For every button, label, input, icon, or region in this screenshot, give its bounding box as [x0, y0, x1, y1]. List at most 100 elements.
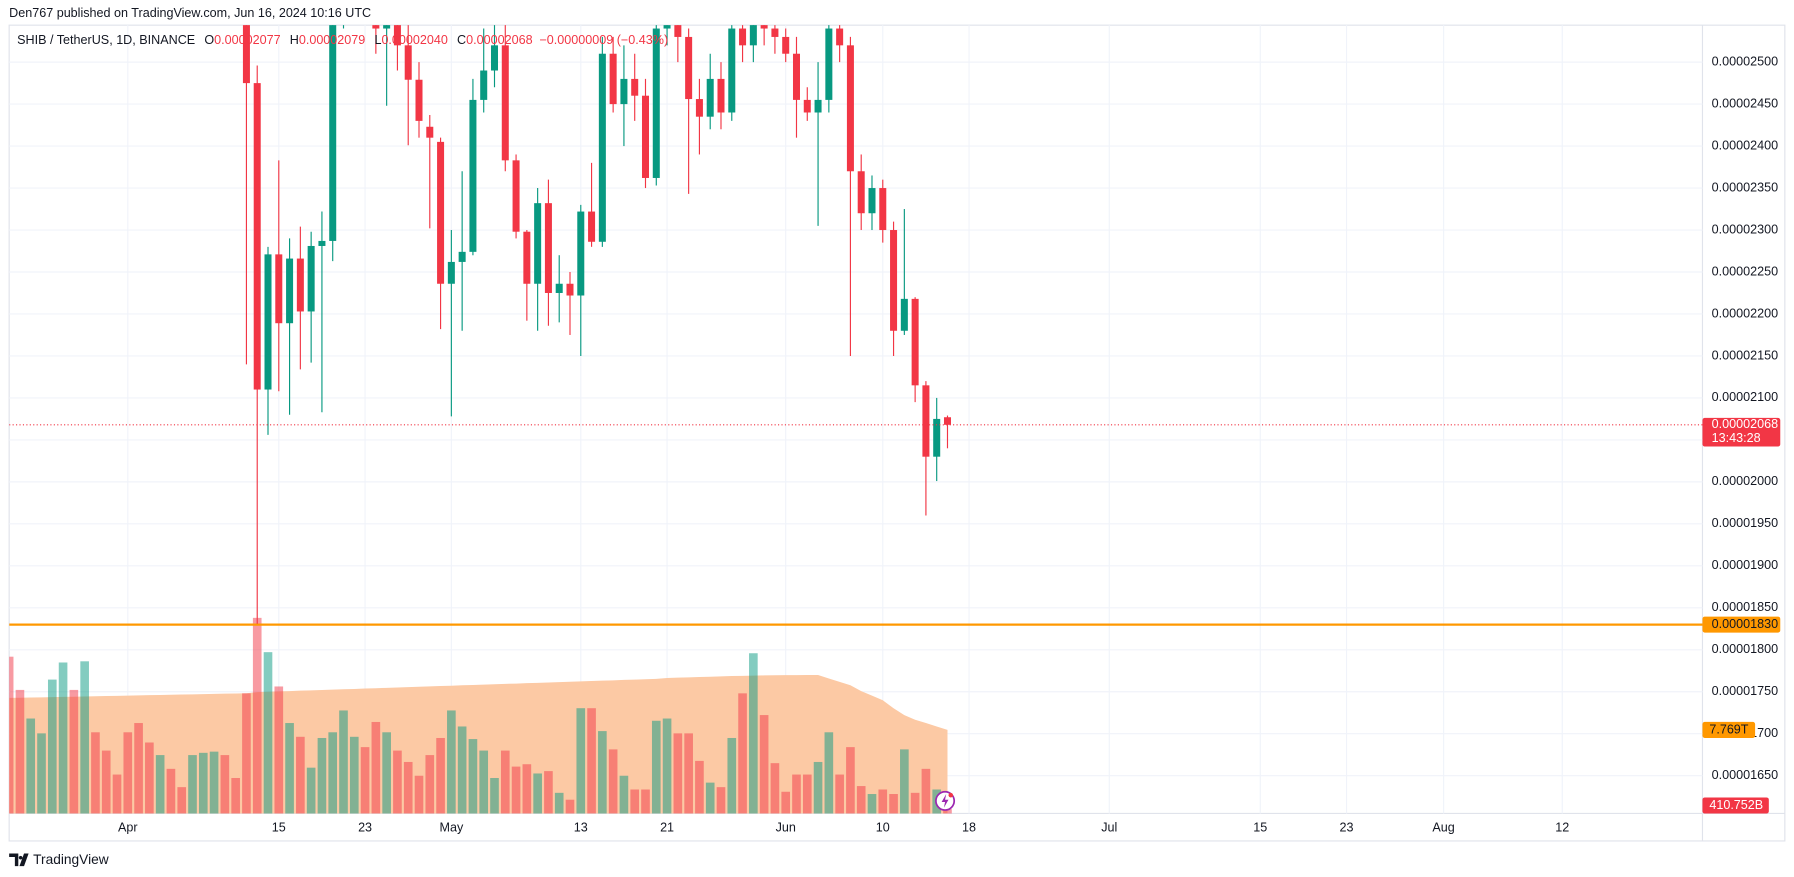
- candle-body: [825, 28, 833, 100]
- volume-bar: [608, 749, 618, 814]
- publish-header: Den767 published on TradingView.com, Jun…: [9, 6, 371, 20]
- x-tick-label: 23: [358, 821, 372, 835]
- volume-bar: [317, 737, 327, 814]
- volume-bar: [802, 774, 812, 814]
- volume-bar: [490, 777, 499, 814]
- volume-bar: [166, 768, 176, 814]
- x-tick-label: Jun: [776, 821, 796, 835]
- volume-bar: [565, 799, 575, 814]
- candle-body: [760, 25, 768, 29]
- volume-bar: [500, 750, 510, 814]
- volume-bar: [824, 732, 834, 814]
- volume-bar: [9, 656, 14, 814]
- candle-body: [523, 231, 531, 284]
- volume-bar: [576, 708, 586, 814]
- volume-bar: [306, 767, 316, 814]
- axes: 0.00002500 0.00002450 0.00002400 0.00002350…: [118, 54, 1781, 835]
- candle-body: [490, 45, 499, 71]
- candle-body: [685, 36, 693, 100]
- x-tick-label: 23: [1340, 821, 1354, 835]
- x-tick-label: 13: [574, 821, 588, 835]
- volume-bar: [26, 718, 36, 814]
- candle-body: [749, 25, 757, 46]
- volume-bar: [382, 732, 391, 814]
- volume-bar: [155, 755, 165, 814]
- volume-bar: [220, 755, 230, 814]
- x-tick-label: Aug: [1432, 821, 1454, 835]
- volume-bar: [468, 739, 478, 814]
- candle-body: [900, 298, 908, 331]
- candle-body: [641, 95, 650, 178]
- candle-body: [631, 78, 639, 96]
- y-tick-label: 0.00001750: [1712, 684, 1778, 698]
- volume-bar: [403, 761, 413, 814]
- volume-bar: [414, 775, 424, 814]
- legend-change: −0.00000009 (−0.43%): [539, 34, 668, 48]
- candle-body: [253, 83, 261, 390]
- legend: SHIB / TetherUS, 1D, BINANCE O0.00002077 H…: [17, 34, 668, 48]
- volume-bar: [878, 789, 888, 814]
- volume-bar: [727, 737, 737, 814]
- volume-bar: [511, 766, 521, 814]
- volume-bar: [792, 774, 801, 814]
- volume-bar: [15, 689, 25, 814]
- logo-mark: [9, 853, 29, 867]
- y-tick-label: 0.00001900: [1712, 558, 1778, 572]
- candle-body: [296, 258, 304, 312]
- candle-body: [415, 79, 423, 121]
- icon-bolt: [941, 794, 949, 808]
- candle-body: [782, 36, 790, 54]
- volume-bar: [684, 733, 693, 814]
- level-box: [1702, 616, 1781, 633]
- volume-bar: [759, 715, 769, 814]
- volume-bar: [522, 764, 532, 814]
- candle-body: [544, 203, 552, 293]
- volume-last-box: [1702, 797, 1769, 814]
- x-tick-label: 15: [272, 821, 286, 835]
- candle-body: [706, 78, 714, 117]
- legend-key: H: [290, 34, 299, 48]
- candle-body: [242, 25, 250, 84]
- candle-body: [447, 261, 455, 284]
- x-tick-label: May: [439, 821, 463, 835]
- candle-body: [620, 78, 628, 105]
- volume-bar: [58, 662, 68, 814]
- volume-bar: [360, 747, 370, 814]
- volume-bar: [177, 787, 187, 814]
- candle-body: [577, 211, 585, 296]
- x-tick-label: 10: [876, 821, 890, 835]
- candle-body: [771, 28, 779, 37]
- chart-frame: [8, 24, 1786, 842]
- legend-key: C: [457, 34, 466, 48]
- x-tick-label: 12: [1555, 821, 1569, 835]
- candle-body: [512, 160, 520, 232]
- volume-bar: [813, 761, 823, 814]
- candle-body: [922, 385, 930, 457]
- countdown-label: 13:43:28: [1712, 431, 1761, 445]
- x-tick-label: 21: [660, 821, 674, 835]
- volume-bar: [619, 775, 629, 814]
- volume-bar: [641, 789, 650, 814]
- candle-body: [943, 417, 951, 425]
- y-tick-label: 0.00002400: [1712, 138, 1778, 152]
- volume-bar: [80, 661, 89, 814]
- level-label: 0.00001830: [1712, 617, 1778, 631]
- candle-body: [426, 126, 434, 138]
- volume-bar: [393, 750, 402, 814]
- volume-bar: [479, 750, 489, 814]
- candle-body: [404, 45, 412, 80]
- volume-bar: [274, 686, 284, 814]
- candle-body: [879, 188, 887, 231]
- candle-body: [318, 240, 326, 246]
- volume-bar: [263, 652, 273, 814]
- y-tick-label: 0.00002500: [1712, 54, 1778, 68]
- y-tick-label: 0.00002000: [1712, 474, 1778, 488]
- volume-bar: [145, 742, 154, 814]
- volume-bar: [123, 732, 133, 814]
- volume-bar: [943, 809, 952, 814]
- candle-body: [555, 283, 563, 293]
- volume-bar: [242, 693, 251, 814]
- volume-bar: [889, 794, 898, 814]
- volume-bar: [835, 774, 844, 814]
